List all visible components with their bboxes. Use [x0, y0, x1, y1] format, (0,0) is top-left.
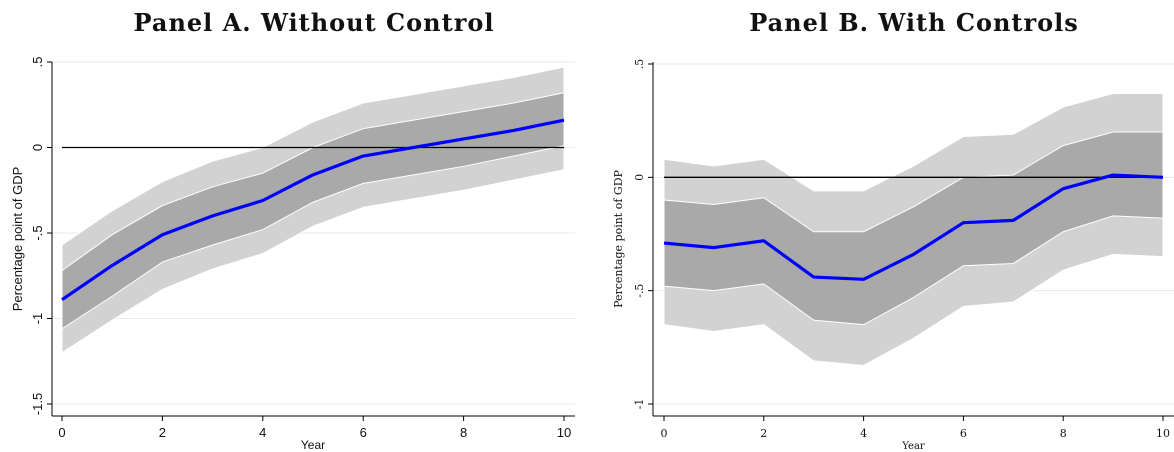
panel-a: -1.5 -1 -.5 0 .5 0 2 4 6 8 10 Year Percentage point … — [10, 57, 575, 452]
x-tick-label: 0 — [661, 427, 668, 440]
y-tick-label: -1.5 — [30, 393, 45, 415]
y-tick-label: .5 — [30, 57, 45, 68]
x-tick-label: 0 — [58, 425, 65, 440]
y-tick-label: -1 — [30, 313, 45, 325]
y-tick-label: .5 — [633, 59, 646, 70]
inner-confidence-band — [61, 92, 565, 330]
y-tick-label: -1 — [633, 399, 646, 410]
y-tick-label: 0 — [30, 144, 45, 151]
panel-a-title: Panel A. Without Control — [133, 8, 495, 37]
panel-b-title: Panel B. With Controls — [749, 8, 1079, 37]
x-tick-label: 8 — [1060, 427, 1067, 440]
y-axis-title: Percentage point of GDP — [612, 169, 625, 307]
y-tick-label: -.5 — [30, 225, 45, 240]
x-tick-label: 10 — [557, 425, 571, 440]
x-tick-label: 10 — [1156, 427, 1170, 440]
panel-b: -1 -.5 0 .5 0 2 4 6 8 10 Year Percentage point of G… — [612, 59, 1174, 452]
x-axis-title: Year — [301, 438, 325, 452]
y-tick-label: -.5 — [633, 284, 646, 298]
estimate-line — [61, 118, 565, 302]
x-axis-title: Year — [901, 441, 925, 452]
y-tick-label: 0 — [633, 174, 646, 181]
x-tick-label: 4 — [860, 427, 867, 440]
x-tick-label: 8 — [460, 425, 467, 440]
estimate-line — [663, 173, 1164, 281]
x-tick-label: 2 — [760, 427, 767, 440]
x-tick-label: 6 — [360, 425, 367, 440]
y-axis-title: Percentage point of GDP — [10, 167, 25, 312]
x-tick-label: 2 — [159, 425, 166, 440]
x-tick-label: 6 — [960, 427, 967, 440]
x-tick-label: 4 — [259, 425, 266, 440]
inner-confidence-band — [663, 131, 1164, 326]
